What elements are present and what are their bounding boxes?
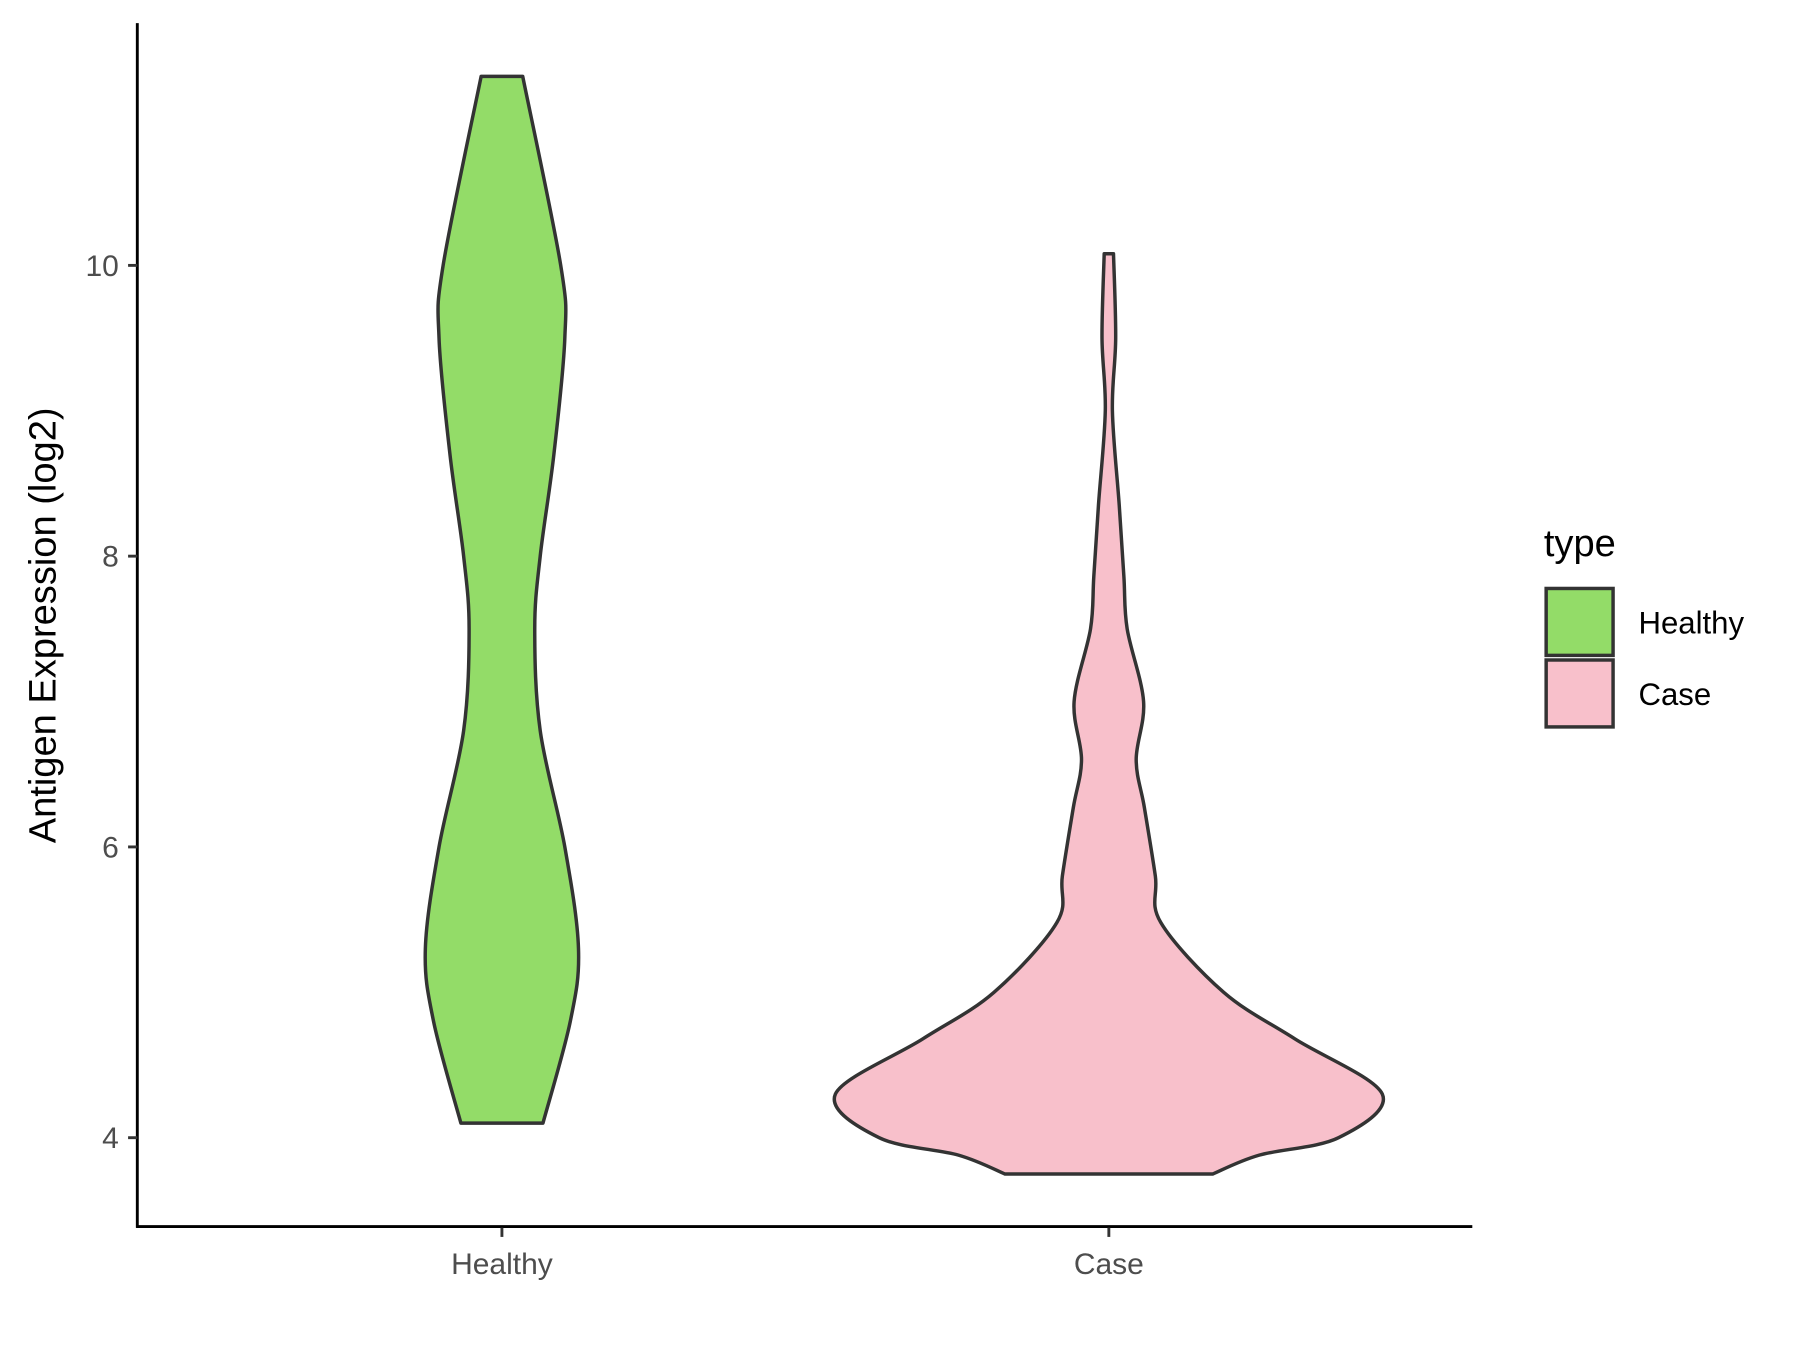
x-tick-label: Healthy: [451, 1248, 553, 1281]
legend-key-case: [1544, 658, 1615, 729]
violin-healthy: [423, 74, 581, 1125]
legend-label: Healthy: [1638, 605, 1744, 640]
x-tick-label: Case: [1074, 1248, 1144, 1281]
y-tick-label: 4: [102, 1122, 119, 1155]
legend-title: type: [1544, 523, 1616, 565]
violins: [423, 74, 1386, 1176]
legend-key-healthy: [1544, 586, 1615, 658]
legend: type Healthy Case: [1544, 523, 1744, 729]
y-axis-label: Antigen Expression (log2): [22, 407, 64, 843]
y-ticks: 4 6 8 10: [85, 250, 138, 1155]
x-ticks: Healthy Case: [451, 1227, 1144, 1281]
y-tick-label: 10: [85, 250, 118, 283]
y-tick-label: 8: [102, 541, 119, 574]
violin-case: [832, 252, 1386, 1176]
legend-label: Case: [1638, 677, 1711, 712]
y-tick-label: 6: [102, 831, 119, 864]
